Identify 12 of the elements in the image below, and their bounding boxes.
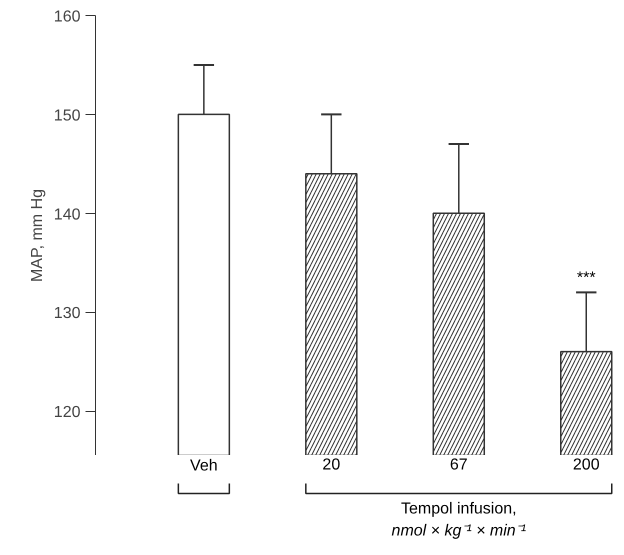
x-axis-title: Tempol infusion, nmol × kg⁻¹ × min⁻¹ (392, 500, 526, 540)
x-tick-label: 20 (322, 456, 340, 474)
y-axis-title: MAP, mm Hg (28, 188, 46, 282)
y-tick-label: 120 (54, 404, 81, 422)
annotation: *** (576, 269, 596, 286)
x-tick-label: 67 (450, 456, 468, 474)
y-tick-label: 140 (54, 206, 81, 224)
y-tick-label: 160 (54, 8, 81, 26)
y-tick-label: 150 (54, 107, 81, 124)
x-tick-label: Veh (190, 458, 218, 474)
x-tick-label: 200 (572, 456, 600, 474)
y-tick-label: 130 (54, 305, 81, 322)
